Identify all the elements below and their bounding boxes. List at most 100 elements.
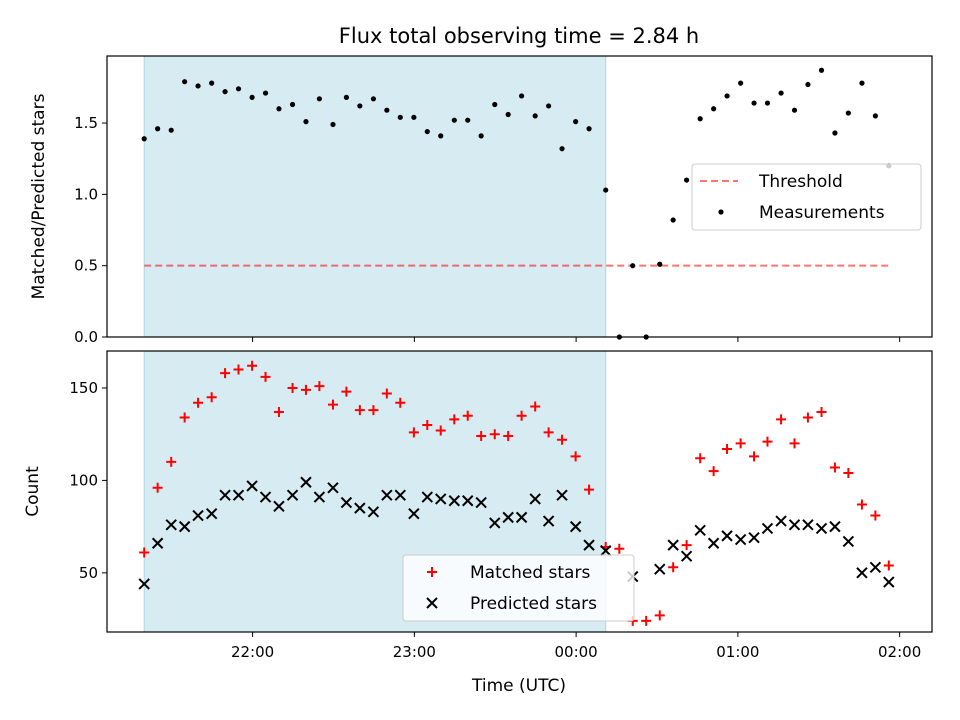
bottom-matched-point xyxy=(641,615,652,626)
bottom-matched-point xyxy=(749,451,760,462)
top-measurements-point xyxy=(155,126,161,132)
bottom-predicted-point xyxy=(775,515,787,527)
top-measurements-point xyxy=(478,133,484,139)
bottom-predicted-point xyxy=(542,515,555,527)
top-measurements-point xyxy=(845,110,851,116)
bottom-predicted-series xyxy=(138,476,895,590)
bottom-matched-point xyxy=(543,427,554,438)
bottom-matched-point xyxy=(802,412,813,423)
bottom-predicted-point xyxy=(178,520,191,533)
bottom-matched-point xyxy=(220,368,231,379)
top-measurements-point xyxy=(411,114,417,120)
bottom-matched-point xyxy=(449,414,460,425)
top-y-tick-label: 0.5 xyxy=(74,257,98,275)
top-y-tick-label: 1.5 xyxy=(74,114,98,132)
top-legend-swatch xyxy=(718,209,724,215)
bottom-predicted-point xyxy=(381,489,393,501)
top-legend-label: Measurements xyxy=(759,203,885,223)
top-measurements-point xyxy=(505,111,511,118)
top-measurements-point xyxy=(195,83,201,89)
bottom-predicted-point xyxy=(340,496,353,509)
top-measurements-point xyxy=(384,107,390,113)
bottom-matched-point xyxy=(722,443,733,454)
bottom-legend-box xyxy=(402,554,635,622)
bottom-predicted-point xyxy=(462,495,474,507)
bottom-matched-point xyxy=(152,482,163,493)
bottom-predicted-point xyxy=(448,495,461,507)
bottom-predicted-point xyxy=(327,482,339,494)
top-axes-frame xyxy=(106,55,933,338)
bottom-matched-point xyxy=(708,466,719,477)
bottom-matched-point xyxy=(503,431,514,442)
bottom-predicted-point xyxy=(883,576,895,588)
top-measurements-point xyxy=(872,113,878,119)
bottom-predicted-point xyxy=(192,509,204,522)
bottom-predicted-point xyxy=(489,517,501,529)
bottom-predicted-point xyxy=(259,491,272,503)
bottom-predicted-point xyxy=(802,519,814,531)
bottom-matched-point xyxy=(193,397,204,408)
top-measurements-point xyxy=(209,80,215,86)
bottom-predicted-point xyxy=(829,520,841,533)
bottom-predicted-point xyxy=(502,511,514,524)
top-y-tick-label: 0.0 xyxy=(74,328,98,346)
top-measurements-point xyxy=(532,113,538,119)
bottom-matched-point xyxy=(139,547,150,558)
top-measurements-point xyxy=(711,106,717,112)
top-measurements-point xyxy=(303,119,309,125)
top-measurements-point xyxy=(630,263,636,269)
bottom-matched-point xyxy=(695,453,706,464)
bottom-matched-point xyxy=(516,410,527,421)
top-measurements-point xyxy=(818,67,825,73)
bottom-matched-point xyxy=(462,410,473,421)
top-measurements-point xyxy=(168,127,174,133)
bottom-matched-point xyxy=(206,392,217,403)
top-measurements-point xyxy=(492,101,498,108)
bottom-matched-point xyxy=(570,451,581,462)
bottom-matched-point xyxy=(489,429,500,440)
top-measurements-point xyxy=(451,117,457,123)
top-panel: 0.0 0.5 1.0 1.5 Matched/Predicted stars Thres… xyxy=(29,55,933,346)
top-measurements-point xyxy=(751,100,757,106)
bottom-matched-point xyxy=(408,427,419,438)
bottom-matched-point xyxy=(381,388,392,399)
bottom-x-tick-label: 23:00 xyxy=(393,643,436,661)
bottom-matched-point xyxy=(843,468,854,479)
top-measurements-point xyxy=(573,119,579,125)
top-y-tick-label: 1.0 xyxy=(74,185,98,203)
top-measurements-point xyxy=(670,217,676,223)
bottom-matched-point xyxy=(166,456,177,467)
bottom-matched-point xyxy=(179,412,190,423)
bottom-predicted-point xyxy=(761,522,774,535)
top-measurements-point xyxy=(249,94,255,100)
top-measurements-point xyxy=(546,103,552,109)
top-measurements-point xyxy=(316,96,322,102)
bottom-matched-point xyxy=(530,401,541,412)
bottom-matched-point xyxy=(856,499,867,510)
bottom-matched-point xyxy=(476,431,487,442)
bottom-legend: Matched stars Predicted stars xyxy=(402,554,635,622)
bottom-matched-point xyxy=(327,399,338,410)
bottom-predicted-point xyxy=(569,520,582,533)
top-measurements-point xyxy=(330,121,336,128)
bottom-x-tick-label: 02:00 xyxy=(878,643,921,661)
bottom-predicted-point xyxy=(219,489,231,501)
top-measurements-point xyxy=(586,126,592,132)
bottom-predicted-point xyxy=(694,524,706,537)
bottom-matched-point xyxy=(870,510,881,521)
top-measurements-point xyxy=(859,80,865,86)
top-measurements-point xyxy=(791,107,798,113)
bottom-matched-point xyxy=(557,434,568,445)
bottom-predicted-point xyxy=(707,537,720,549)
bottom-matched-point xyxy=(260,371,271,382)
bottom-matched-point xyxy=(341,386,352,397)
top-measurements-point xyxy=(724,93,730,99)
bottom-predicted-point xyxy=(583,539,595,551)
bottom-matched-point xyxy=(883,560,894,571)
bottom-matched-point xyxy=(273,407,284,418)
bottom-matched-point xyxy=(668,562,679,573)
bottom-predicted-point xyxy=(667,539,679,551)
top-measurements-point xyxy=(182,79,188,85)
bottom-matched-point xyxy=(654,610,665,621)
